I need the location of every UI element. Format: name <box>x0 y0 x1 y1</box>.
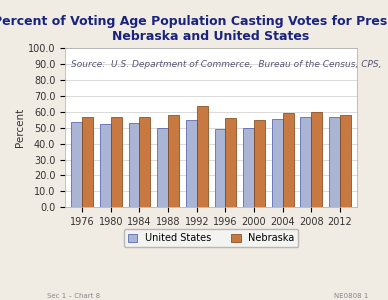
Bar <box>300 117 311 207</box>
Bar <box>71 122 82 207</box>
Bar <box>254 120 265 207</box>
Bar <box>186 120 197 207</box>
Bar <box>243 128 254 207</box>
Bar <box>100 124 111 207</box>
Bar <box>340 115 351 207</box>
Y-axis label: Percent: Percent <box>15 108 25 147</box>
Bar <box>215 129 225 207</box>
Text: Sec 1 – Chart 8: Sec 1 – Chart 8 <box>47 293 100 299</box>
Bar <box>111 117 122 207</box>
Bar <box>283 113 294 207</box>
Title: Percent of Voting Age Population Casting Votes for President,
Nebraska and Unite: Percent of Voting Age Population Casting… <box>0 15 388 43</box>
Bar <box>168 115 179 207</box>
Text: Source:  U.S. Department of Commerce,  Bureau of the Census, CPS,: Source: U.S. Department of Commerce, Bur… <box>71 60 381 69</box>
Bar <box>197 106 208 207</box>
Bar <box>225 118 236 207</box>
Bar <box>311 112 322 207</box>
Text: NE0808 1: NE0808 1 <box>334 293 369 299</box>
Bar <box>329 117 340 207</box>
Bar <box>128 123 139 207</box>
Bar <box>157 128 168 207</box>
Bar <box>139 117 151 207</box>
Bar <box>82 117 93 207</box>
Legend: United States, Nebraska: United States, Nebraska <box>124 229 298 247</box>
Bar <box>272 119 283 207</box>
